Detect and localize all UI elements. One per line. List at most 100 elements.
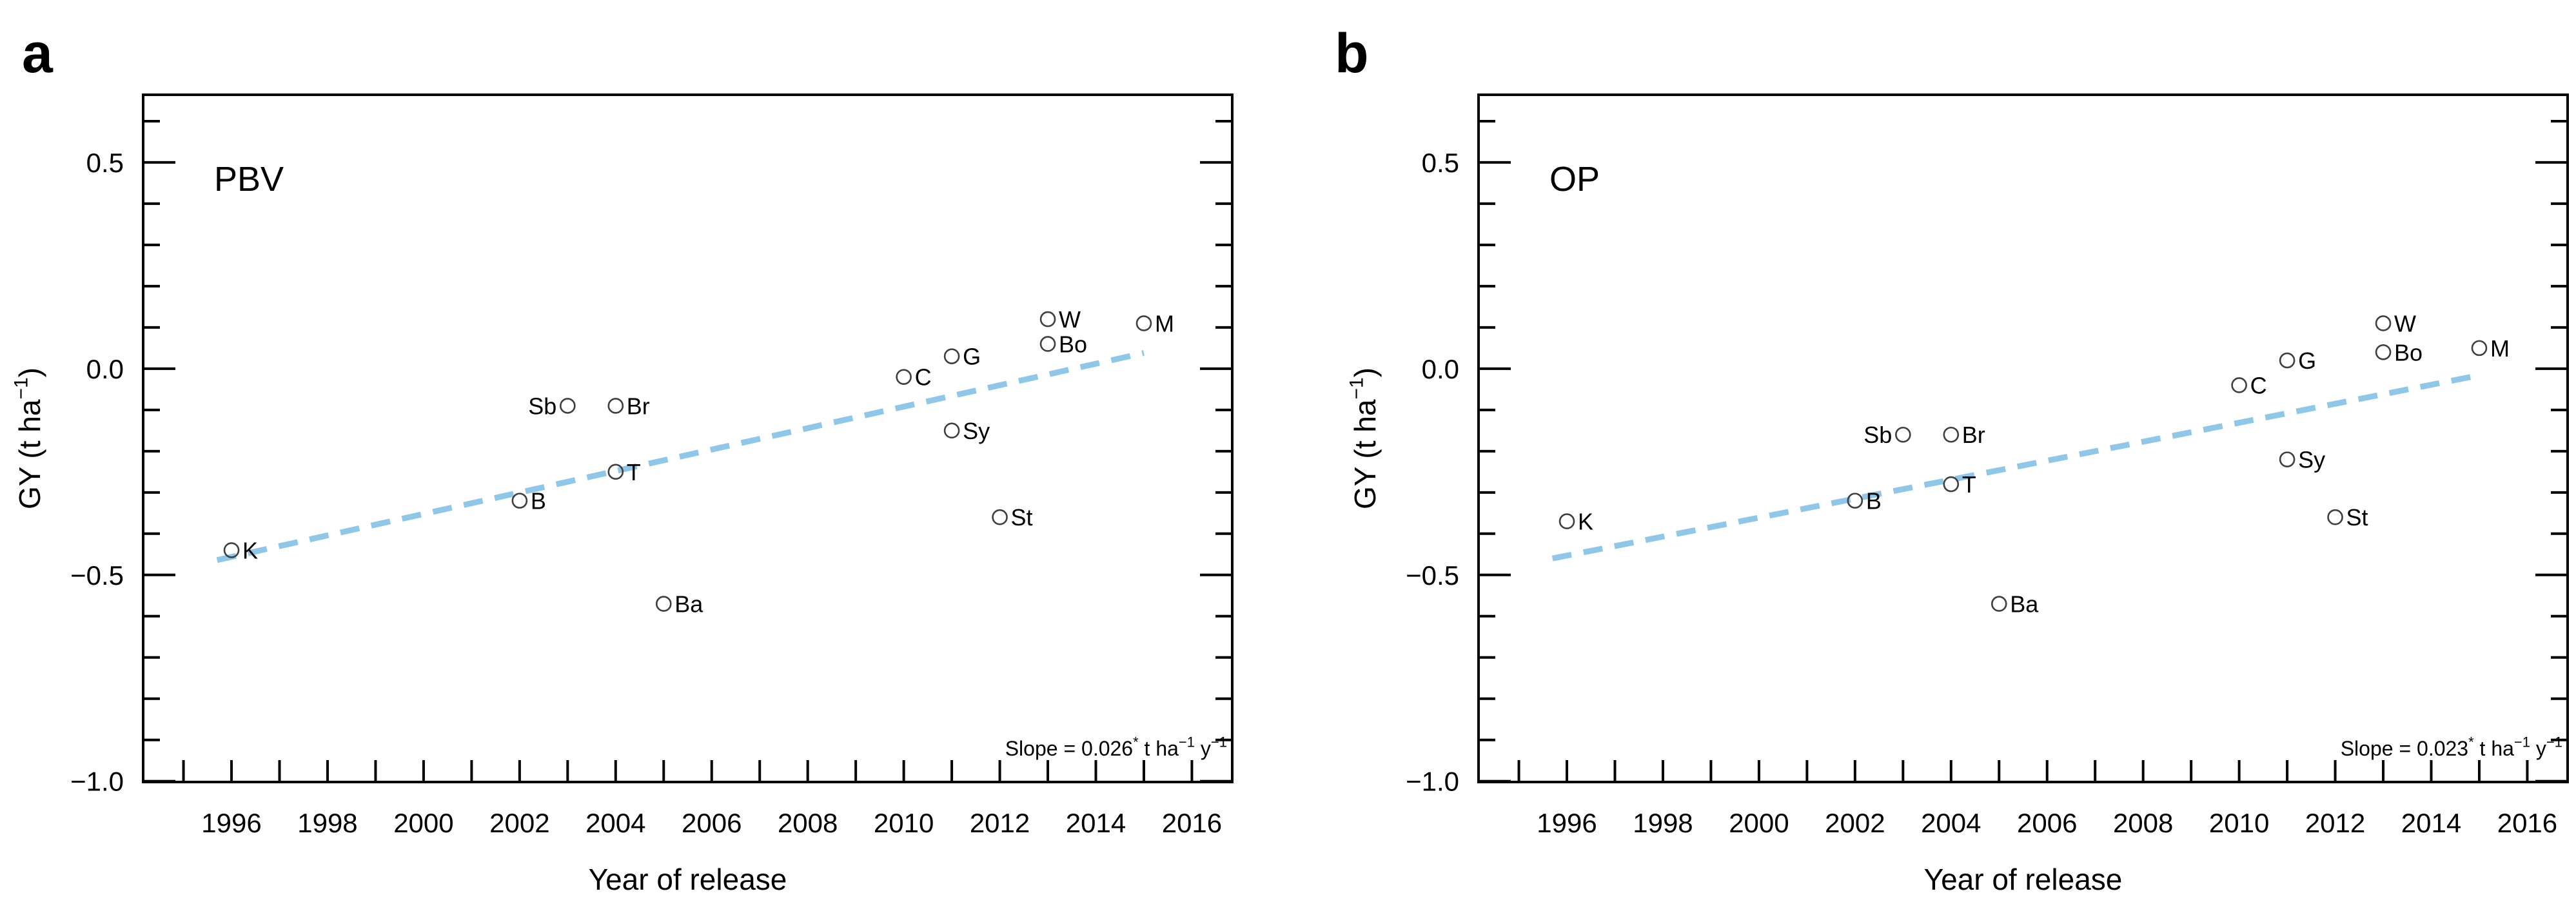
x-tick-label: 2004 [585, 808, 645, 838]
data-point-B [511, 493, 528, 509]
data-point-label-Br: Br [1962, 422, 1985, 448]
data-point-B [1847, 493, 1863, 509]
x-tick-label: 2000 [393, 808, 453, 838]
x-tick-label: 2002 [1825, 808, 1885, 838]
data-point-M [2471, 340, 2488, 357]
x-tick-label: 1998 [1633, 808, 1693, 838]
x-tick-label: 1996 [201, 808, 261, 838]
x-tick-label: 2008 [2113, 808, 2173, 838]
y-tick-label: −0.5 [1406, 560, 1459, 591]
data-point-T [1943, 476, 1960, 493]
x-tick-label: 2006 [682, 808, 742, 838]
x-tick-label: 2010 [874, 808, 934, 838]
data-point-Sy [943, 422, 960, 439]
data-point-label-M: M [1155, 310, 1174, 337]
data-point-label-Bo: Bo [2394, 339, 2423, 366]
x-tick-label: 1996 [1537, 808, 1597, 838]
data-point-T [607, 464, 624, 480]
panel-letter-b: b [1335, 23, 1369, 84]
data-point-label-M: M [2490, 335, 2510, 362]
data-point-W [1039, 311, 1056, 328]
data-point-label-Sb: Sb [528, 393, 556, 419]
y-tick-label: 0.5 [1422, 148, 1459, 178]
data-point-G [2279, 352, 2296, 369]
x-tick-label: 2016 [1162, 808, 1222, 838]
data-point-label-K: K [1578, 509, 1593, 535]
data-point-label-Ba: Ba [2010, 591, 2039, 618]
y-tick-label: 0.0 [86, 354, 124, 384]
panel-title-pbv: PBV [214, 160, 284, 199]
data-point-Bo [2375, 344, 2392, 360]
y-axis-label: GY (t ha−1​) [1346, 367, 1382, 509]
data-point-label-Br: Br [627, 393, 650, 419]
data-point-Ba [1991, 596, 2007, 612]
x-tick-label: 2014 [2401, 808, 2461, 838]
data-point-C [2231, 377, 2247, 393]
panel-a: a 1996 1998 2000 2002 2004 2006 2008 2010 2012 201… [11, 23, 1234, 896]
data-point-C [896, 369, 912, 385]
data-point-label-Ba: Ba [674, 591, 703, 618]
data-point-Sy [2279, 451, 2296, 467]
data-point-label-W: W [1059, 306, 1081, 333]
data-point-label-T: T [1962, 471, 1976, 498]
data-point-Bo [1039, 336, 1056, 352]
x-tick-label: 2012 [970, 808, 1030, 838]
data-point-label-Sy: Sy [2298, 447, 2325, 473]
x-tick-label: 2002 [489, 808, 549, 838]
x-tick-label: 2000 [1729, 808, 1789, 838]
data-point-G [943, 348, 960, 364]
x-tick-label: 1998 [297, 808, 357, 838]
data-point-label-St: St [1011, 504, 1033, 531]
y-tick-label: −1.0 [1406, 767, 1459, 797]
data-point-label-T: T [627, 459, 641, 485]
x-tick-label: 2004 [1921, 808, 1981, 838]
data-point-label-W: W [2394, 310, 2416, 337]
x-tick-label: 2008 [778, 808, 838, 838]
data-point-K [1558, 513, 1575, 529]
x-tick-label: 2010 [2209, 808, 2269, 838]
data-point-Sb [560, 398, 576, 414]
data-point-St [992, 509, 1008, 525]
plot-frame [142, 93, 1234, 783]
x-tick-label: 2006 [2017, 808, 2077, 838]
plot-frame [1477, 93, 2569, 783]
data-point-label-Sy: Sy [963, 418, 990, 444]
panel-title-op: OP [1549, 160, 1600, 199]
data-point-Br [1943, 426, 1960, 443]
data-point-K [223, 542, 240, 558]
data-point-label-K: K [242, 537, 258, 563]
data-point-Br [607, 398, 624, 414]
data-point-W [2375, 315, 2392, 331]
data-point-label-B: B [531, 488, 546, 514]
trend-line [216, 350, 1145, 563]
y-tick-label: 0.0 [1422, 354, 1459, 384]
x-tick-label: 2014 [1066, 808, 1126, 838]
panel-b: b 1996 1998 2000 2002 2004 2006 2008 2010 2012 201… [1335, 23, 2569, 896]
data-point-St [2327, 509, 2343, 525]
data-point-label-C: C [915, 364, 932, 391]
y-tick-label: −1.0 [70, 767, 124, 797]
slope-annotation: Slope = 0.023*​ t ha−1​ y−1​ [2341, 734, 2562, 760]
data-point-Ba [655, 596, 672, 612]
data-point-label-G: G [963, 344, 981, 370]
data-point-M [1136, 315, 1152, 331]
data-point-label-C: C [2250, 372, 2267, 398]
data-point-label-B: B [1866, 488, 1882, 514]
data-point-label-G: G [2298, 347, 2316, 374]
x-axis-label: Year of release [1924, 863, 2123, 896]
data-point-Sb [1895, 426, 1911, 443]
data-point-label-Bo: Bo [1059, 331, 1087, 357]
slope-annotation: Slope = 0.026*​ t ha−1​ y−1​ [1005, 734, 1227, 760]
x-tick-label: 2016 [2497, 808, 2557, 838]
y-axis-label: GY (t ha−1​) [11, 367, 46, 509]
x-axis-label: Year of release [589, 863, 787, 896]
data-point-label-Sb: Sb [1863, 422, 1892, 448]
panel-letter-a: a [22, 23, 54, 84]
y-tick-label: 0.5 [86, 148, 124, 178]
y-tick-label: −0.5 [70, 560, 124, 591]
data-point-label-St: St [2346, 504, 2368, 531]
x-tick-label: 2012 [2305, 808, 2365, 838]
